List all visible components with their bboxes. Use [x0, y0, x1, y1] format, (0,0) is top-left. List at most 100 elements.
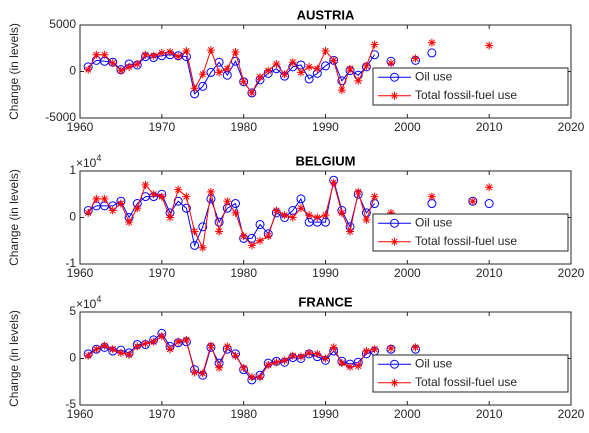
- marker: [108, 345, 117, 354]
- subplot-title: AUSTRIA: [297, 7, 355, 22]
- x-tick-label: 2000: [394, 407, 421, 421]
- marker: [206, 67, 216, 77]
- marker: [337, 76, 347, 86]
- marker: [313, 64, 322, 73]
- marker: [214, 57, 224, 67]
- marker: [157, 48, 166, 57]
- marker: [427, 192, 436, 201]
- legend-box: [372, 354, 569, 393]
- marker: [296, 204, 305, 213]
- marker: [386, 344, 395, 353]
- y-tick-label: 0: [69, 64, 76, 78]
- marker: [264, 232, 273, 241]
- marker: [173, 196, 183, 206]
- marker: [84, 208, 93, 217]
- x-tick-label: 1970: [148, 407, 175, 421]
- x-tick-label: 1990: [312, 266, 339, 280]
- marker: [411, 343, 420, 352]
- marker: [321, 211, 330, 220]
- marker: [84, 65, 93, 74]
- marker: [133, 342, 142, 351]
- marker: [125, 350, 134, 359]
- marker: [174, 185, 183, 194]
- marker: [231, 208, 240, 217]
- marker: [215, 68, 224, 77]
- axes-box: [79, 24, 572, 119]
- subplot: AUSTRIA Change (in levels) 1960 1970 1980 199…: [7, 7, 584, 134]
- x-tick-label: 2010: [476, 266, 503, 280]
- x-tick-label: 2010: [476, 407, 503, 421]
- marker: [468, 197, 477, 206]
- legend-label: Oil use: [415, 69, 453, 83]
- x-tick-label: 1970: [148, 266, 175, 280]
- marker: [92, 50, 101, 59]
- marker: [247, 88, 256, 97]
- marker: [223, 64, 232, 73]
- legend: Oil use Total fossil-fuel use: [372, 67, 569, 106]
- legend-marker: [390, 237, 399, 246]
- marker: [272, 358, 281, 367]
- marker: [100, 50, 109, 59]
- y-tick-label: 1: [69, 163, 76, 177]
- marker: [321, 61, 330, 71]
- marker: [354, 187, 363, 196]
- marker: [272, 60, 281, 69]
- marker: [206, 46, 215, 55]
- marker: [296, 194, 306, 204]
- legend-marker: [390, 378, 399, 387]
- marker: [239, 77, 248, 86]
- marker: [255, 219, 265, 229]
- marker: [181, 203, 191, 213]
- multiplier-exponent: 4: [96, 294, 101, 304]
- marker: [485, 183, 494, 192]
- marker: [84, 351, 93, 360]
- marker: [190, 227, 199, 236]
- y-multiplier: ×104: [76, 153, 101, 170]
- marker: [280, 70, 289, 79]
- marker: [280, 211, 289, 220]
- marker: [247, 373, 256, 382]
- x-tick-label: 2000: [394, 120, 421, 134]
- marker: [231, 351, 240, 360]
- legend-label: Total fossil-fuel use: [415, 375, 517, 389]
- marker: [215, 363, 224, 372]
- marker: [370, 345, 379, 354]
- x-tick-label: 1970: [148, 120, 175, 134]
- marker: [133, 60, 142, 69]
- marker: [223, 197, 232, 206]
- marker: [362, 215, 371, 224]
- marker: [198, 70, 207, 79]
- marker: [321, 354, 330, 363]
- marker: [256, 73, 265, 82]
- marker: [206, 187, 215, 196]
- marker: [239, 232, 248, 241]
- x-tick-label: 1980: [230, 407, 257, 421]
- x-tick-label: 1990: [312, 120, 339, 134]
- x-tick-label: 1960: [67, 120, 94, 134]
- marker: [157, 332, 166, 341]
- marker: [166, 213, 175, 222]
- marker: [288, 213, 297, 222]
- legend-label: Oil use: [415, 356, 453, 370]
- multiplier-exponent: 4: [96, 153, 101, 163]
- marker: [329, 178, 338, 187]
- marker: [264, 361, 273, 370]
- marker: [198, 243, 207, 252]
- marker: [108, 206, 117, 215]
- marker: [346, 227, 355, 236]
- x-tick-label: 2010: [476, 120, 503, 134]
- axes-box: [79, 311, 572, 406]
- legend-marker: [390, 218, 399, 228]
- marker: [190, 240, 200, 250]
- y-tick-label: 5000: [49, 17, 76, 31]
- marker: [313, 349, 322, 358]
- subplot: FRANCE Change (in levels) ×104 1960 1970 1980…: [7, 294, 584, 421]
- marker: [116, 199, 125, 208]
- marker: [427, 38, 436, 47]
- legend: Oil use Total fossil-fuel use: [372, 354, 569, 393]
- marker: [198, 222, 208, 232]
- marker: [411, 54, 420, 63]
- legend-label: Total fossil-fuel use: [415, 234, 517, 248]
- y-tick-label: -1: [65, 256, 76, 270]
